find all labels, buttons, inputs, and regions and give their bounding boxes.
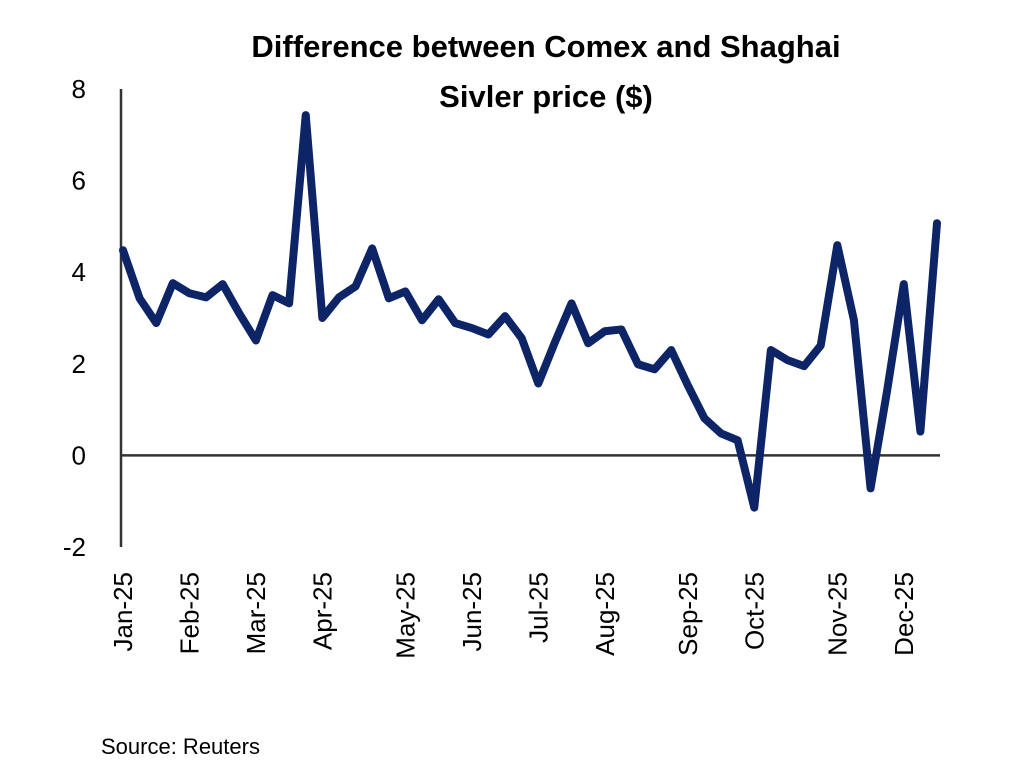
chart-title-line-2: Sivler price ($)	[439, 79, 653, 114]
x-tick-label: Jun-25	[457, 572, 487, 652]
x-tick-label: Jan-25	[108, 572, 138, 652]
source-note: Source: Reuters	[101, 734, 260, 759]
series-line	[119, 111, 941, 512]
y-tick-label: 8	[72, 74, 86, 104]
x-tick-label: Dec-25	[889, 572, 919, 656]
x-tick-label: Mar-25	[241, 572, 271, 654]
chart-title-line-1: Difference between Comex and Shaghai	[251, 29, 840, 64]
x-tick-label: Aug-25	[590, 572, 620, 656]
x-tick-label: Oct-25	[739, 572, 769, 650]
y-tick-label: -2	[63, 532, 86, 562]
x-tick-label: Feb-25	[174, 572, 204, 654]
y-tick-label: 0	[72, 440, 86, 470]
y-tick-label: 4	[72, 257, 86, 287]
y-tick-label: 2	[72, 349, 86, 379]
x-tick-label: Nov-25	[822, 572, 852, 656]
x-tick-label: Sep-25	[673, 572, 703, 656]
x-tick-label: Jul-25	[523, 572, 553, 643]
x-tick-label: May-25	[390, 572, 420, 659]
y-tick-label: 6	[72, 166, 86, 196]
x-tick-label: Apr-25	[307, 572, 337, 650]
